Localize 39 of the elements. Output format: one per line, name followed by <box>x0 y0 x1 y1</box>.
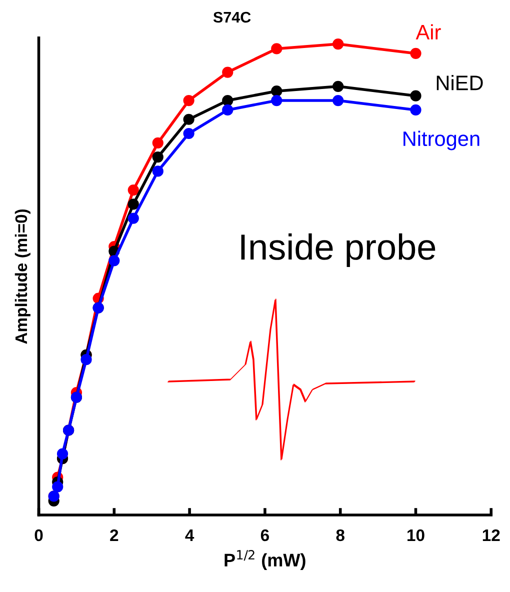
x-tick-label: 0 <box>34 529 43 542</box>
point <box>128 198 139 210</box>
series-label: NiED <box>436 75 483 90</box>
point <box>108 255 120 266</box>
x-tick-label: 6 <box>260 529 269 542</box>
x-tick-label: 10 <box>408 529 424 542</box>
point <box>152 137 164 148</box>
series-label: Nitrogen <box>404 130 480 150</box>
point <box>183 94 194 106</box>
point <box>332 38 344 50</box>
point <box>222 104 234 116</box>
x-tick-label: 12 <box>482 529 500 542</box>
chart-title: S74C <box>213 12 251 23</box>
point <box>410 90 422 102</box>
point <box>271 94 282 106</box>
point <box>183 114 194 125</box>
point <box>410 104 422 116</box>
point <box>410 48 422 59</box>
point <box>128 184 139 196</box>
point <box>222 66 234 78</box>
point <box>56 448 68 460</box>
x-tick-label: 8 <box>336 529 344 542</box>
x-axis-title: P$^{1/2}$ (mW) <box>224 550 306 570</box>
point <box>271 86 282 97</box>
point <box>152 152 164 163</box>
y-axis-title: Amplitude (mi=0) <box>14 209 30 344</box>
point <box>152 166 164 177</box>
x-tick-label: 4 <box>185 530 194 542</box>
point <box>332 94 344 106</box>
point <box>332 80 344 92</box>
point <box>128 212 139 224</box>
point <box>52 481 64 492</box>
point <box>271 43 282 54</box>
series-label: Air <box>416 24 441 40</box>
point <box>183 128 194 140</box>
x-tick-label: 2 <box>110 529 118 542</box>
point <box>80 354 92 366</box>
point <box>222 94 234 106</box>
annotation: Inside probe <box>241 233 436 268</box>
